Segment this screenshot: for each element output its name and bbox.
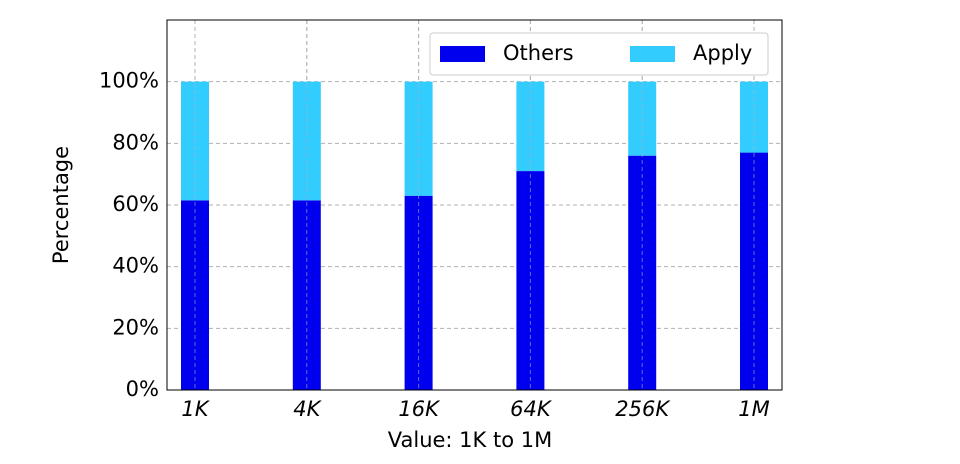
y-tick-label: 0% bbox=[126, 377, 159, 401]
y-tick-label: 20% bbox=[112, 315, 159, 339]
x-tick-label: 16K bbox=[398, 397, 441, 421]
y-axis-label: Percentage bbox=[49, 146, 73, 264]
y-tick-label: 40% bbox=[112, 254, 159, 278]
legend-label: Others bbox=[503, 41, 574, 65]
y-tick-label: 80% bbox=[112, 130, 159, 154]
x-tick-label: 256K bbox=[615, 397, 671, 421]
y-tick-label: 100% bbox=[99, 69, 159, 93]
x-tick-label: 4K bbox=[293, 397, 322, 421]
x-tick-label: 1K bbox=[181, 397, 210, 421]
x-tick-label: 1M bbox=[738, 397, 769, 421]
legend-label: Apply bbox=[693, 41, 752, 65]
x-axis-label: Value: 1K to 1M bbox=[388, 428, 552, 452]
plot-frame bbox=[166, 19, 783, 391]
x-tick-label: 64K bbox=[510, 397, 553, 421]
legend-swatch bbox=[630, 46, 675, 62]
y-tick-label: 60% bbox=[112, 192, 159, 216]
legend-box bbox=[429, 32, 769, 76]
legend-swatch bbox=[440, 46, 485, 62]
